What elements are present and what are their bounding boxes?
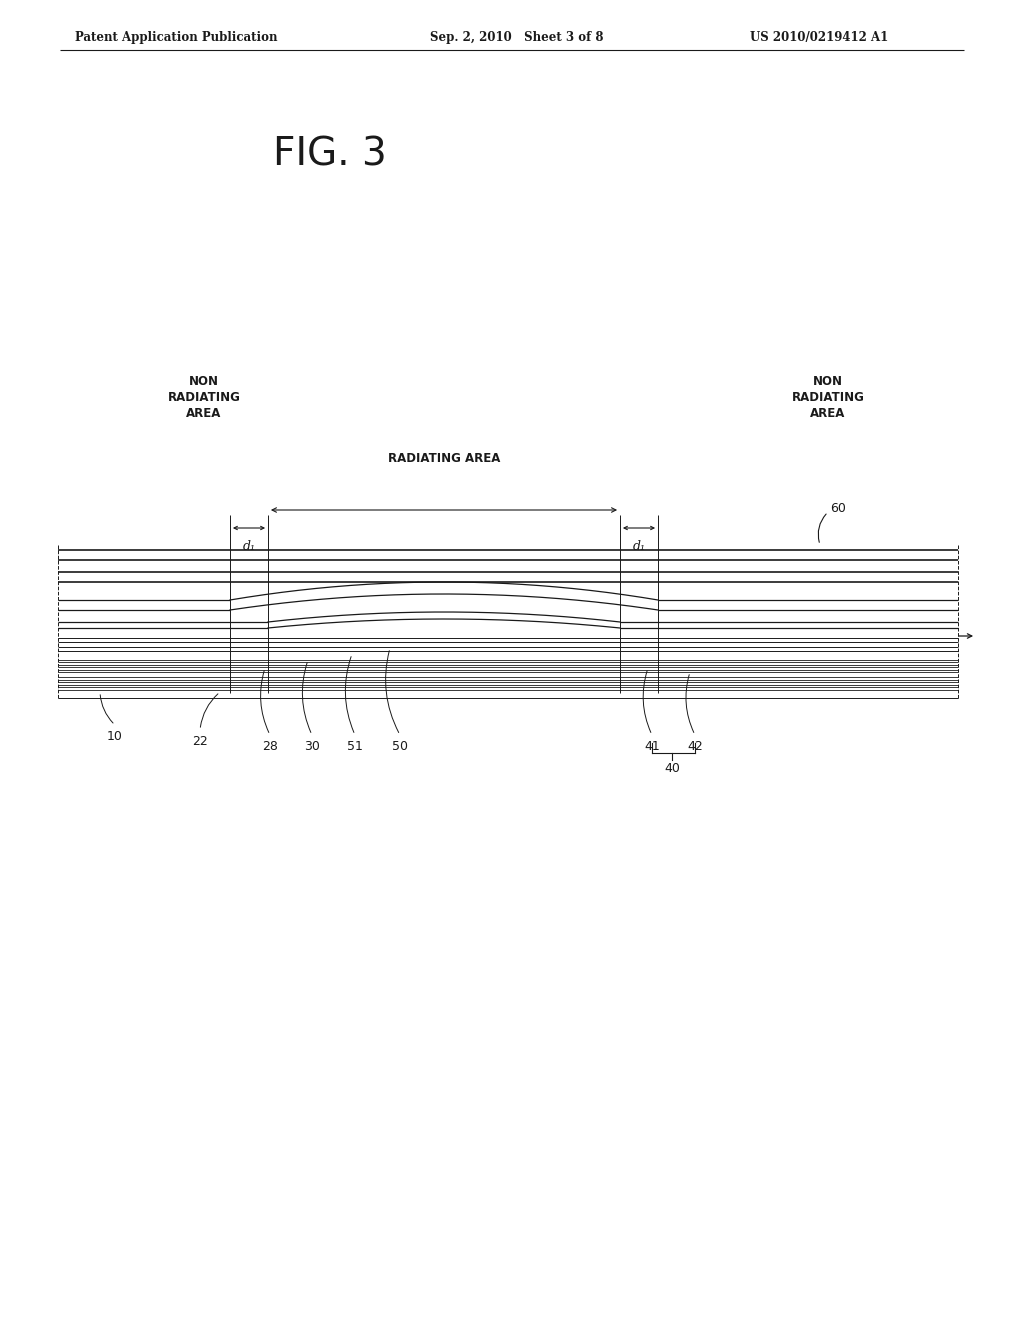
Text: 10: 10: [108, 730, 123, 743]
Text: 40: 40: [664, 762, 680, 775]
Text: RADIATING AREA: RADIATING AREA: [388, 451, 500, 465]
Text: Patent Application Publication: Patent Application Publication: [75, 30, 278, 44]
Text: 50: 50: [392, 741, 408, 752]
Text: 28: 28: [262, 741, 278, 752]
Text: 51: 51: [347, 741, 362, 752]
Text: FIG. 3: FIG. 3: [273, 136, 387, 174]
Text: 42: 42: [687, 741, 702, 752]
Text: 30: 30: [304, 741, 319, 752]
Text: Sep. 2, 2010   Sheet 3 of 8: Sep. 2, 2010 Sheet 3 of 8: [430, 30, 603, 44]
Text: 60: 60: [830, 502, 846, 515]
Text: NON
RADIATING
AREA: NON RADIATING AREA: [792, 375, 864, 420]
Text: d₁: d₁: [243, 540, 256, 553]
Text: NON
RADIATING
AREA: NON RADIATING AREA: [168, 375, 241, 420]
Text: 22: 22: [193, 735, 208, 748]
Text: d₁: d₁: [633, 540, 645, 553]
Text: US 2010/0219412 A1: US 2010/0219412 A1: [750, 30, 888, 44]
Text: 41: 41: [644, 741, 659, 752]
